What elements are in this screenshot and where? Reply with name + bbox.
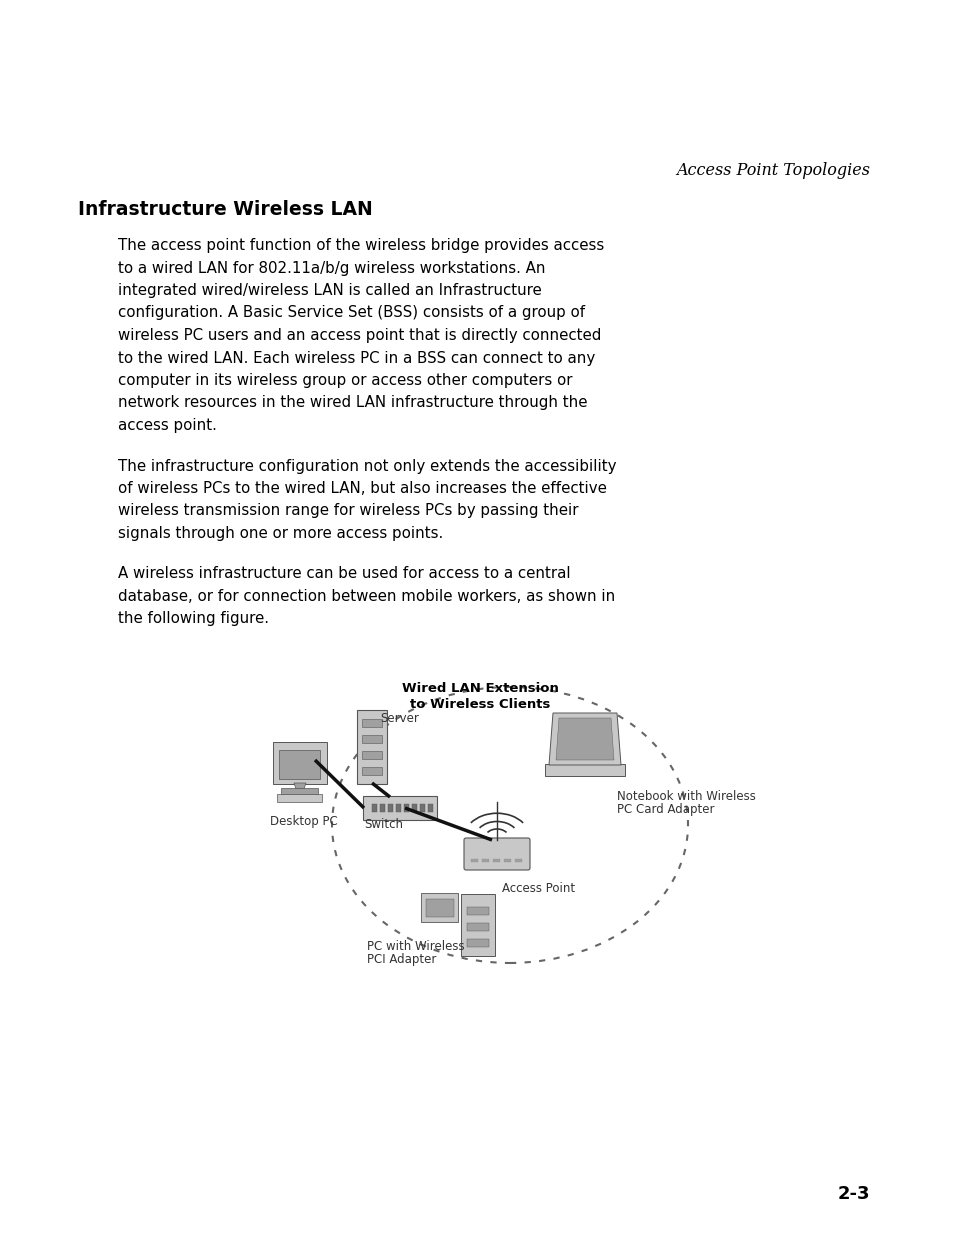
Text: wireless transmission range for wireless PCs by passing their: wireless transmission range for wireless…: [118, 504, 578, 519]
Text: to a wired LAN for 802.11a/b/g wireless workstations. An: to a wired LAN for 802.11a/b/g wireless …: [118, 261, 545, 275]
Polygon shape: [556, 718, 614, 760]
FancyBboxPatch shape: [279, 750, 320, 778]
Text: Notebook with Wireless: Notebook with Wireless: [617, 790, 755, 803]
Text: Server: Server: [379, 713, 418, 725]
Text: The infrastructure configuration not only extends the accessibility: The infrastructure configuration not onl…: [118, 458, 616, 473]
Text: wireless PC users and an access point that is directly connected: wireless PC users and an access point th…: [118, 329, 600, 343]
Text: the following figure.: the following figure.: [118, 611, 269, 626]
Text: Switch: Switch: [364, 818, 402, 831]
FancyBboxPatch shape: [281, 788, 318, 794]
Text: PC with Wireless: PC with Wireless: [367, 940, 464, 953]
FancyBboxPatch shape: [403, 804, 409, 811]
FancyBboxPatch shape: [460, 894, 495, 956]
Text: to Wireless Clients: to Wireless Clients: [410, 698, 550, 711]
Text: integrated wired/wireless LAN is called an Infrastructure: integrated wired/wireless LAN is called …: [118, 283, 541, 298]
FancyBboxPatch shape: [363, 797, 436, 820]
FancyBboxPatch shape: [481, 860, 489, 862]
Text: configuration. A Basic Service Set (BSS) consists of a group of: configuration. A Basic Service Set (BSS)…: [118, 305, 584, 321]
FancyBboxPatch shape: [467, 906, 489, 915]
Polygon shape: [548, 713, 620, 764]
FancyBboxPatch shape: [471, 860, 477, 862]
FancyBboxPatch shape: [421, 893, 458, 921]
Text: database, or for connection between mobile workers, as shown in: database, or for connection between mobi…: [118, 589, 615, 604]
Text: computer in its wireless group or access other computers or: computer in its wireless group or access…: [118, 373, 572, 388]
FancyBboxPatch shape: [428, 804, 433, 811]
FancyBboxPatch shape: [361, 719, 381, 727]
Text: access point.: access point.: [118, 417, 216, 433]
Polygon shape: [294, 783, 306, 789]
Text: 2-3: 2-3: [837, 1186, 869, 1203]
FancyBboxPatch shape: [361, 767, 381, 776]
FancyBboxPatch shape: [426, 899, 454, 918]
FancyBboxPatch shape: [356, 710, 387, 784]
Text: Access Point: Access Point: [501, 882, 575, 895]
FancyBboxPatch shape: [493, 860, 499, 862]
FancyBboxPatch shape: [361, 735, 381, 743]
FancyBboxPatch shape: [412, 804, 416, 811]
FancyBboxPatch shape: [419, 804, 424, 811]
Text: signals through one or more access points.: signals through one or more access point…: [118, 526, 443, 541]
FancyBboxPatch shape: [467, 939, 489, 947]
FancyBboxPatch shape: [379, 804, 385, 811]
FancyBboxPatch shape: [515, 860, 521, 862]
FancyBboxPatch shape: [463, 839, 530, 869]
FancyBboxPatch shape: [372, 804, 376, 811]
Text: The access point function of the wireless bridge provides access: The access point function of the wireles…: [118, 238, 603, 253]
Text: A wireless infrastructure can be used for access to a central: A wireless infrastructure can be used fo…: [118, 567, 570, 582]
FancyBboxPatch shape: [395, 804, 400, 811]
Text: Access Point Topologies: Access Point Topologies: [676, 162, 869, 179]
FancyBboxPatch shape: [467, 923, 489, 931]
FancyBboxPatch shape: [544, 764, 624, 776]
Text: Infrastructure Wireless LAN: Infrastructure Wireless LAN: [78, 200, 373, 219]
FancyBboxPatch shape: [277, 794, 322, 802]
FancyBboxPatch shape: [273, 742, 327, 784]
FancyBboxPatch shape: [361, 751, 381, 760]
FancyBboxPatch shape: [388, 804, 393, 811]
Text: Wired LAN Extension: Wired LAN Extension: [401, 682, 558, 695]
Text: to the wired LAN. Each wireless PC in a BSS can connect to any: to the wired LAN. Each wireless PC in a …: [118, 351, 595, 366]
Text: PCI Adapter: PCI Adapter: [367, 953, 436, 966]
FancyBboxPatch shape: [503, 860, 511, 862]
Text: Desktop PC: Desktop PC: [270, 815, 337, 827]
Text: of wireless PCs to the wired LAN, but also increases the effective: of wireless PCs to the wired LAN, but al…: [118, 480, 606, 496]
Text: network resources in the wired LAN infrastructure through the: network resources in the wired LAN infra…: [118, 395, 587, 410]
Text: PC Card Adapter: PC Card Adapter: [617, 803, 714, 816]
